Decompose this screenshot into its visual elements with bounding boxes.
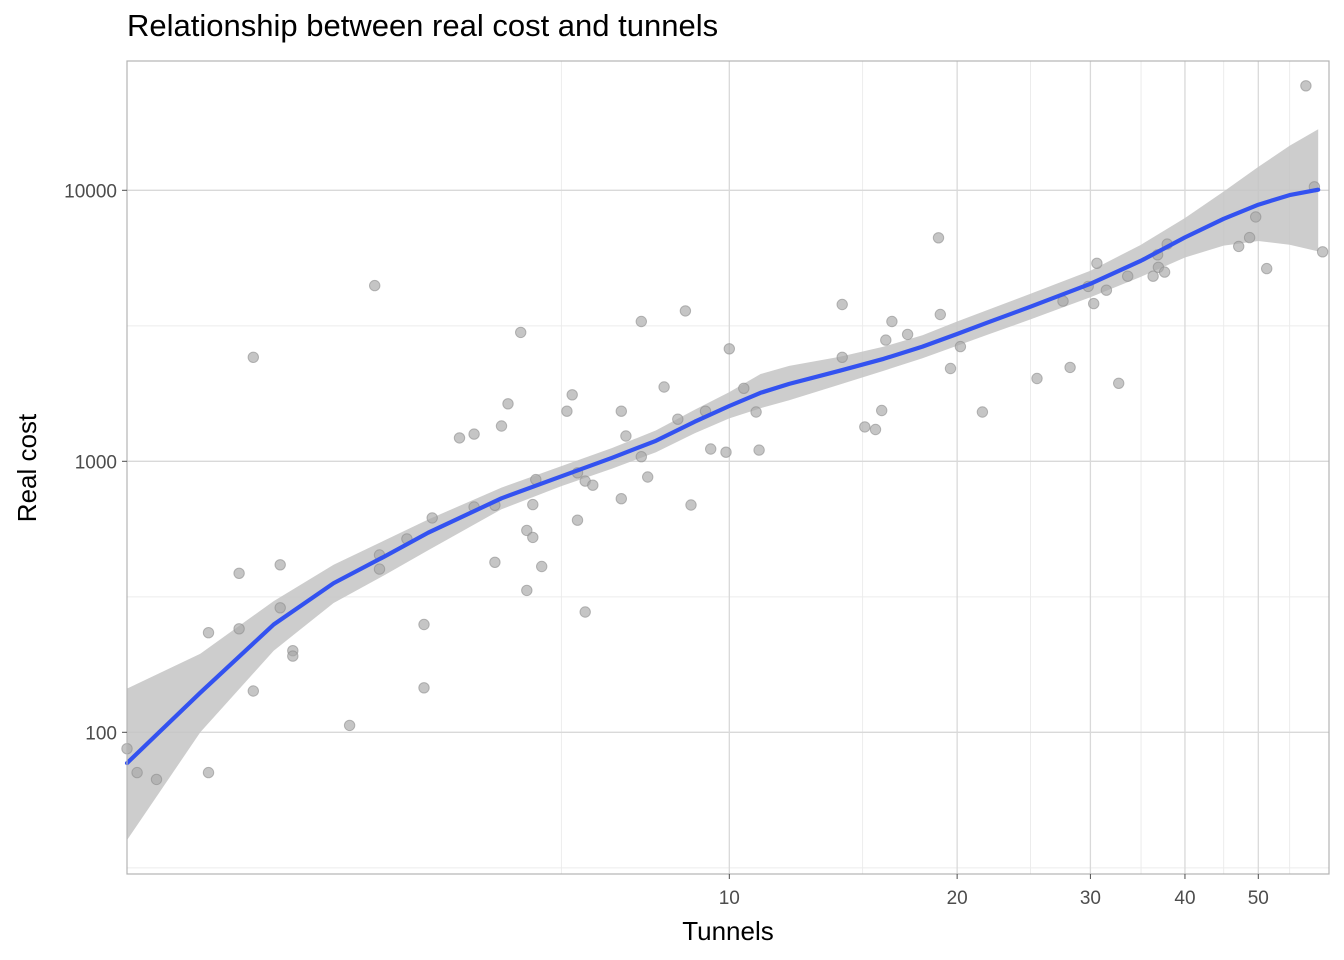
data-point <box>202 766 215 779</box>
x-tick-label: 10 <box>719 888 740 909</box>
data-point <box>287 650 299 662</box>
data-point <box>615 493 627 505</box>
data-point <box>468 428 480 440</box>
data-point <box>934 308 946 321</box>
data-point <box>886 315 898 328</box>
data-point <box>620 430 632 442</box>
data-point <box>536 560 548 573</box>
data-point <box>274 559 286 571</box>
data-point <box>738 382 750 394</box>
y-axis-ticks: 100 1000 10000 <box>64 181 127 744</box>
data-point <box>932 232 945 244</box>
data-point <box>579 606 591 618</box>
y-tick-label: 10000 <box>64 181 117 202</box>
data-point <box>343 719 356 732</box>
data-point <box>1147 270 1159 282</box>
data-point <box>274 602 286 614</box>
data-point <box>1113 377 1125 389</box>
data-point <box>587 479 599 491</box>
data-point <box>515 326 527 339</box>
data-point <box>658 381 670 393</box>
data-point <box>202 627 215 639</box>
data-point <box>720 446 732 458</box>
data-point <box>1243 231 1256 244</box>
data-point <box>233 567 245 579</box>
data-point <box>1300 80 1312 92</box>
data-point <box>750 406 762 418</box>
x-axis-title: Tunnels <box>682 916 774 946</box>
data-point <box>1233 240 1245 253</box>
data-point <box>1088 297 1100 310</box>
y-tick-label: 100 <box>85 723 117 744</box>
data-point <box>489 556 501 568</box>
data-point <box>566 389 578 401</box>
data-point <box>502 398 514 410</box>
x-axis-ticks: 10 20 30 40 50 <box>719 874 1269 909</box>
data-point <box>233 623 245 635</box>
x-tick-label: 50 <box>1248 888 1269 909</box>
data-point <box>521 584 533 597</box>
x-tick-label: 30 <box>1080 888 1101 909</box>
y-axis-title: Real cost <box>12 413 42 522</box>
data-point <box>1064 361 1076 374</box>
data-point <box>495 420 508 432</box>
data-point <box>561 405 573 417</box>
data-point <box>1158 266 1171 278</box>
data-point <box>859 421 871 433</box>
data-point <box>901 328 914 341</box>
x-tick-label: 20 <box>947 888 968 909</box>
data-point <box>672 413 684 425</box>
data-point <box>1122 270 1134 282</box>
data-point <box>1261 262 1273 275</box>
data-point <box>705 443 717 455</box>
grid-major-lines <box>127 61 1329 874</box>
data-point <box>373 563 386 575</box>
data-point <box>418 682 430 694</box>
data-point <box>150 773 163 786</box>
data-point <box>418 618 430 631</box>
data-point <box>247 351 260 363</box>
data-point <box>836 298 848 311</box>
data-point <box>836 351 848 363</box>
y-tick-label: 1000 <box>75 452 117 473</box>
x-tick-label: 40 <box>1174 888 1195 909</box>
data-point <box>685 499 697 511</box>
data-point <box>635 451 647 463</box>
data-point <box>1031 372 1043 385</box>
data-point <box>876 404 888 417</box>
data-point <box>1316 246 1329 258</box>
data-point <box>642 471 654 483</box>
data-point <box>944 362 957 375</box>
data-point <box>869 423 882 436</box>
data-point <box>615 405 627 417</box>
data-point <box>723 343 735 355</box>
data-point <box>453 432 466 444</box>
chart-title: Relationship between real cost and tunne… <box>127 8 719 43</box>
confidence-band <box>127 129 1319 841</box>
data-point <box>369 279 381 292</box>
data-point <box>753 444 765 456</box>
data-point <box>976 406 989 418</box>
data-point <box>635 315 647 328</box>
data-point <box>679 305 692 317</box>
data-point <box>954 340 967 353</box>
data-point <box>1100 284 1113 296</box>
panel-border <box>126 60 1330 875</box>
data-point <box>571 514 584 526</box>
data-point <box>247 685 260 697</box>
data-point <box>426 512 438 524</box>
smooth-trend-line <box>124 187 1321 766</box>
data-point <box>527 498 539 511</box>
data-point <box>1250 211 1262 223</box>
data-point <box>1091 257 1103 269</box>
data-point <box>880 334 892 346</box>
plot-panel <box>127 61 1329 874</box>
data-point <box>527 531 539 544</box>
data-point <box>131 766 143 779</box>
